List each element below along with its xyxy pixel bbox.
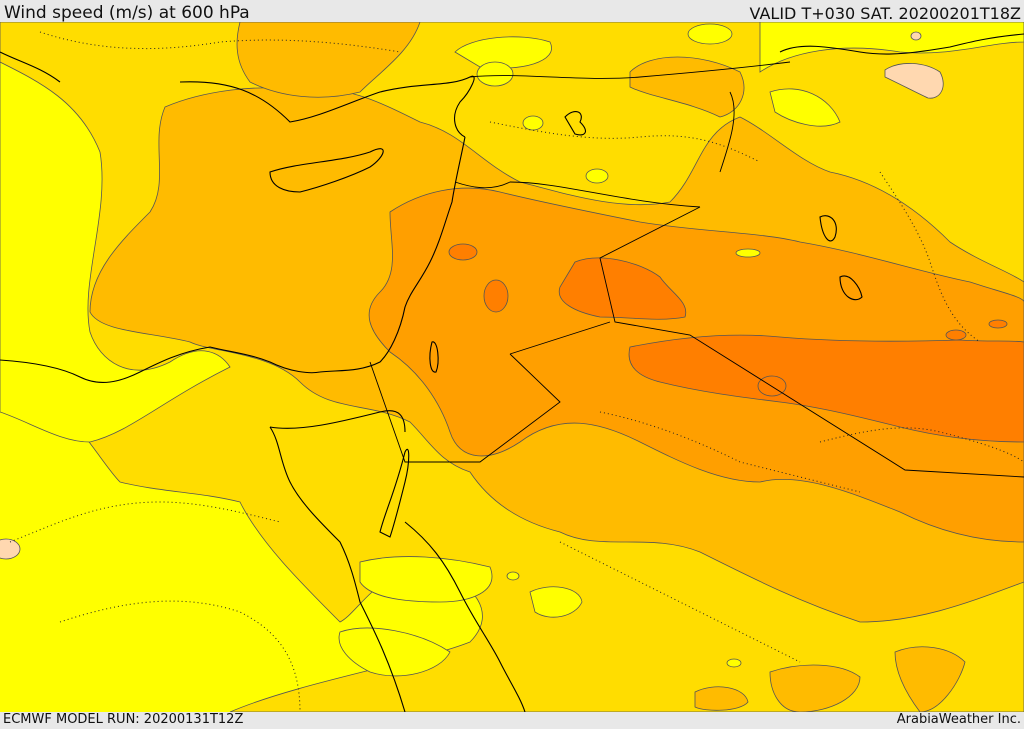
band-low-ne	[884, 63, 944, 99]
band-orange-south	[769, 664, 861, 712]
map-canvas	[0, 22, 1024, 712]
wind-speed-map	[0, 22, 1024, 712]
band-yellow-south3	[338, 627, 451, 677]
band-yellow-south2	[529, 586, 583, 618]
coastline-sinai-east	[379, 449, 410, 538]
caspian-edge	[779, 33, 1024, 55]
band-orange-dark-spot2	[483, 279, 509, 313]
band-yellow-south	[359, 556, 493, 603]
coastline-levant	[319, 136, 466, 373]
band-orange-south3	[694, 686, 749, 711]
model-run: ECMWF MODEL RUN: 20200131T12Z	[3, 712, 244, 727]
band-yellow-spot4	[476, 61, 514, 87]
band-orange-dark-east	[628, 334, 1024, 443]
band-orange-dark-spot4	[945, 329, 967, 341]
admin-border-2	[489, 121, 761, 163]
border-iraq-saudi	[599, 206, 1024, 478]
border-jordan	[405, 321, 611, 463]
band-yellow-ne2	[769, 88, 841, 127]
band-yellow-spot1	[522, 115, 544, 131]
coastline-redsea-mid	[269, 410, 406, 433]
coastline-redsea-east	[404, 521, 526, 712]
credit-text: ArabiaWeather Inc.	[896, 712, 1021, 727]
header-bar: Wind speed (m/s) at 600 hPa VALID T+030 …	[0, 0, 1024, 23]
band-low-w	[0, 538, 21, 560]
band-low-n	[910, 31, 922, 41]
band-orange-dark	[558, 257, 687, 320]
band-yellow-spot5	[687, 23, 733, 45]
band-yellow-spot7	[506, 571, 520, 581]
admin-border-4	[9, 501, 281, 543]
valid-time: VALID T+030 SAT. 20200201T18Z	[749, 4, 1021, 23]
band-yellow-spot2	[585, 168, 609, 184]
map-title: Wind speed (m/s) at 600 hPa	[4, 3, 250, 23]
border-syria-iraq	[454, 61, 791, 208]
band-orange-south2	[894, 646, 966, 712]
admin-border-3	[599, 411, 861, 493]
band-yellow-ne	[759, 22, 1024, 73]
lake-van	[564, 111, 586, 136]
dead-sea	[429, 341, 439, 373]
coastline-suez	[269, 426, 406, 712]
band-orange-n	[629, 56, 745, 118]
coastline-turkey	[0, 51, 475, 138]
band-yellow-spot3	[735, 248, 761, 258]
band-orange-dark-spot5	[988, 319, 1008, 329]
band-yellow-spot6	[726, 658, 742, 668]
band-orange-dark-spot3	[448, 243, 478, 261]
admin-border-6	[559, 541, 801, 663]
band-yellow-sea	[0, 61, 231, 443]
band-orange-nw	[236, 22, 421, 98]
border-egypt-israel	[369, 361, 410, 463]
coastline-egypt	[0, 346, 321, 383]
lake-east	[819, 215, 863, 301]
border-egypt-sudan	[719, 91, 735, 173]
coastline-cyprus	[269, 148, 384, 193]
footer-bar: ECMWF MODEL RUN: 20200131T12Z ArabiaWeat…	[0, 712, 1024, 729]
